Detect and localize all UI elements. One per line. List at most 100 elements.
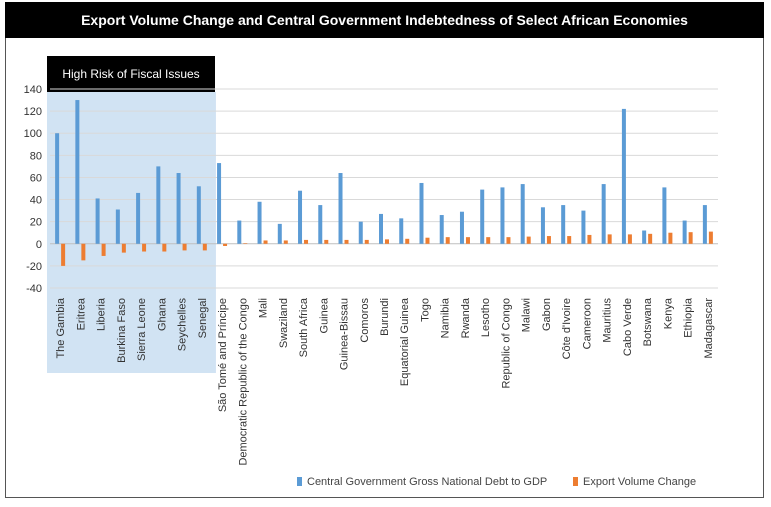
bar-debt: [702, 205, 707, 244]
y-tick-label: -20: [26, 261, 42, 273]
bar-debt: [277, 223, 282, 244]
bar-debt: [379, 213, 383, 244]
x-tick-label: Botswana: [642, 297, 654, 346]
highlight-region: [47, 92, 216, 373]
x-tick-label: Ghana: [156, 297, 168, 331]
bar-export: [304, 239, 309, 244]
bar-export: [465, 237, 470, 244]
x-tick-label: Equatorial Guinea: [399, 297, 411, 386]
legend-label: Export Volume Change: [583, 476, 696, 488]
bar-debt: [358, 221, 363, 244]
bar-export: [688, 232, 693, 244]
bar-export: [223, 243, 228, 246]
x-tick-label: Guinea: [318, 297, 330, 333]
x-tick-label: São Tomé and Príncipe: [217, 298, 229, 412]
bar-export: [142, 243, 147, 252]
x-tick-label: Swaziland: [278, 298, 290, 348]
bar-export: [263, 240, 268, 244]
bar-debt: [75, 100, 80, 244]
bar-export: [587, 234, 592, 244]
bar-debt: [95, 198, 100, 244]
bar-debt: [257, 201, 262, 244]
y-tick-label: 60: [30, 172, 42, 184]
y-tick-label: 100: [24, 128, 42, 140]
bar-debt: [156, 166, 161, 244]
bar-export: [405, 238, 410, 244]
x-tick-label: Mali: [258, 298, 270, 318]
x-tick-label: Togo: [419, 298, 431, 322]
bar-debt: [601, 184, 606, 244]
x-tick-label: Mauritius: [602, 298, 614, 343]
bar-debt: [237, 220, 242, 244]
bar-export: [486, 237, 491, 244]
bar-debt: [338, 173, 343, 244]
bar-debt: [682, 220, 687, 244]
x-tick-label: Malawi: [521, 298, 533, 332]
bar-debt: [419, 182, 424, 244]
x-tick-label: Democratic Republic of the Congo: [237, 298, 249, 466]
x-tick-label: Rwanda: [460, 297, 472, 338]
bar-export: [61, 243, 66, 266]
bar-export: [385, 239, 389, 244]
bar-debt: [459, 211, 464, 244]
bar-debt: [318, 205, 323, 244]
x-tick-label: Kenya: [662, 297, 674, 329]
bar-debt: [115, 209, 120, 244]
bar-export: [243, 243, 248, 244]
bar-debt: [642, 230, 647, 244]
x-tick-label: Eritrea: [75, 297, 87, 330]
annotation-box: [47, 56, 215, 92]
y-tick-label: 0: [36, 239, 42, 251]
x-tick-label: Cabo Verde: [622, 298, 634, 356]
x-tick-label: Liberia: [96, 297, 108, 331]
bar-export: [567, 236, 572, 244]
y-tick-label: 20: [30, 217, 42, 229]
y-tick-label: 140: [24, 84, 42, 96]
bar-debt: [439, 215, 444, 244]
x-tick-label: Senegal: [197, 298, 209, 338]
bar-debt: [480, 189, 485, 244]
bar-export: [506, 237, 511, 244]
x-tick-label: Côte d'Ivoire: [561, 298, 573, 359]
bar-export: [344, 239, 349, 244]
bar-debt: [217, 163, 222, 244]
bar-debt: [561, 205, 566, 244]
bar-debt: [540, 207, 545, 244]
bar-debt: [621, 108, 626, 244]
x-tick-label: Burkina Faso: [116, 298, 128, 363]
bar-debt: [520, 184, 525, 244]
bar-export: [526, 236, 531, 244]
x-tick-label: Ethiopia: [683, 297, 695, 338]
bar-debt: [298, 190, 303, 244]
annotation-text: High Risk of Fiscal Issues: [62, 67, 199, 81]
x-tick-label: The Gambia: [55, 297, 67, 358]
bar-debt: [399, 218, 404, 244]
bar-debt: [176, 173, 181, 244]
legend-swatch: [573, 477, 578, 486]
bar-export: [648, 233, 653, 244]
y-tick-label: 80: [30, 150, 42, 162]
bar-export: [202, 243, 207, 251]
bar-export: [283, 240, 288, 244]
bar-debt: [136, 192, 141, 244]
bar-export: [546, 236, 551, 244]
chart-title: Export Volume Change and Central Governm…: [5, 2, 764, 38]
x-tick-label: Lesotho: [480, 298, 492, 337]
bar-export: [182, 243, 187, 251]
bar-debt: [662, 187, 667, 244]
bar-export: [708, 231, 713, 244]
x-tick-label: Guinea-Bissau: [339, 298, 351, 370]
bar-export: [101, 243, 106, 256]
bar-debt: [581, 210, 586, 244]
x-tick-label: Burundi: [379, 298, 391, 336]
x-tick-label: Namibia: [440, 297, 452, 338]
bar-debt: [196, 186, 201, 244]
bar-export: [627, 234, 632, 244]
x-tick-label: South Africa: [298, 297, 310, 357]
x-tick-label: Comoros: [359, 298, 371, 343]
bar-export: [607, 234, 612, 244]
bar-export: [445, 237, 450, 244]
bar-export: [121, 243, 126, 253]
